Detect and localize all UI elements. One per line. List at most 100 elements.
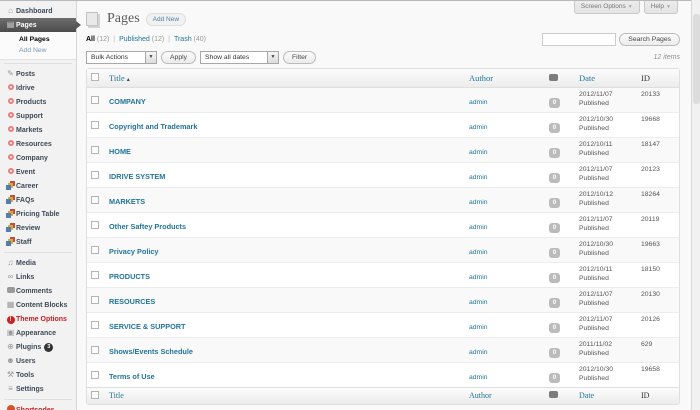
view-link-trash[interactable]: Trash (173, 35, 192, 43)
column-header-date[interactable]: Date (575, 69, 637, 88)
author-link[interactable]: admin (469, 174, 488, 181)
row-checkbox[interactable] (91, 146, 99, 154)
filter-button[interactable]: Filter (283, 50, 317, 64)
sidebar-item-settings[interactable]: ≡ Settings (0, 382, 76, 396)
bulk-actions-select[interactable]: Bulk Actions ▼ (86, 50, 157, 64)
row-checkbox[interactable] (91, 221, 99, 229)
apply-button[interactable]: Apply (161, 50, 197, 64)
author-link[interactable]: admin (469, 199, 488, 206)
author-link[interactable]: admin (469, 124, 488, 131)
row-checkbox[interactable] (91, 371, 99, 379)
page-title-link[interactable]: Terms of Use (109, 372, 155, 381)
select-all-checkbox[interactable] (91, 391, 99, 399)
sidebar-item-markets[interactable]: Markets (0, 123, 76, 137)
comment-count-bubble[interactable]: 0 (549, 298, 560, 308)
sidebar-item-tools[interactable]: ⚒ Tools (0, 368, 76, 382)
page-title-link[interactable]: SERVICE & SUPPORT (109, 322, 186, 331)
page-title-link[interactable]: COMPANY (109, 97, 146, 106)
column-header-comments[interactable] (545, 69, 575, 88)
row-checkbox[interactable] (91, 296, 99, 304)
author-link[interactable]: admin (469, 324, 488, 331)
sidebar-item-resources[interactable]: Resources (0, 137, 76, 151)
page-title-link[interactable]: PRODUCTS (109, 272, 150, 281)
dates-filter-select[interactable]: Show all dates ▼ (200, 50, 280, 64)
sidebar-item-products[interactable]: Products (0, 95, 76, 109)
author-link[interactable]: admin (469, 149, 488, 156)
author-link[interactable]: admin (469, 374, 488, 381)
page-title-link[interactable]: Copyright and Trademark (109, 122, 198, 131)
sidebar-subitem-all-pages[interactable]: All Pages (0, 34, 76, 45)
sidebar-item-theme-options[interactable]: ! Theme Options (0, 312, 76, 326)
author-link[interactable]: admin (469, 349, 488, 356)
sidebar-item-event[interactable]: Event (0, 165, 76, 179)
add-new-button[interactable]: Add New (145, 12, 187, 26)
sidebar-item-faqs[interactable]: FAQs (0, 193, 76, 207)
comment-count-bubble[interactable]: 0 (549, 148, 560, 158)
sidebar-subitem-add-new[interactable]: Add New (0, 45, 76, 56)
comment-count-bubble[interactable]: 0 (549, 323, 560, 333)
row-checkbox[interactable] (91, 271, 99, 279)
comment-count-bubble[interactable]: 0 (549, 223, 560, 233)
sidebar-item-links[interactable]: ∞ Links (0, 270, 76, 284)
sidebar-item-shortcodes[interactable]: Shortcodes (0, 403, 76, 410)
column-header-author[interactable]: Author (465, 69, 545, 88)
row-checkbox[interactable] (91, 96, 99, 104)
column-header-title[interactable]: Title ▴ (105, 69, 465, 88)
author-link[interactable]: admin (469, 249, 488, 256)
sidebar-item-users[interactable]: ☻ Users (0, 354, 76, 368)
page-title-link[interactable]: MARKETS (109, 197, 146, 206)
scrollbar[interactable] (691, 0, 700, 410)
row-checkbox[interactable] (91, 121, 99, 129)
select-all-checkbox[interactable] (91, 73, 99, 81)
column-footer-date[interactable]: Date (575, 387, 637, 404)
sidebar-item-staff[interactable]: Staff (0, 235, 76, 249)
page-title-link[interactable]: HOME (109, 147, 131, 156)
comment-count-bubble[interactable]: 0 (549, 348, 560, 358)
comment-count-bubble[interactable]: 0 (549, 198, 560, 208)
column-footer-comments[interactable] (545, 387, 575, 404)
comment-count-bubble[interactable]: 0 (549, 173, 560, 183)
sidebar-item-content-blocks[interactable]: ▦ Content Blocks (0, 298, 76, 312)
column-footer-author[interactable]: Author (465, 387, 545, 404)
view-link-published[interactable]: Published (119, 35, 150, 43)
comment-count-bubble[interactable]: 0 (549, 98, 560, 108)
search-pages-button[interactable]: Search Pages (619, 32, 680, 46)
page-title-link[interactable]: Shows/Events Schedule (109, 347, 193, 356)
author-link[interactable]: admin (469, 224, 488, 231)
row-checkbox[interactable] (91, 196, 99, 204)
sidebar-item-support[interactable]: Support (0, 109, 76, 123)
sidebar-item-pricing-table[interactable]: Pricing Table (0, 207, 76, 221)
comment-count-bubble[interactable]: 0 (549, 123, 560, 133)
sidebar-item-idrive[interactable]: Idrive (0, 81, 76, 95)
row-checkbox[interactable] (91, 346, 99, 354)
sidebar-item-plugins[interactable]: ⊕ Plugins 3 (0, 340, 76, 354)
screen-options-tab[interactable]: Screen Options ▼ (573, 1, 640, 14)
page-title-link[interactable]: IDRIVE SYSTEM (109, 172, 166, 181)
page-title-link[interactable]: Privacy Policy (109, 247, 159, 256)
sidebar-item-review[interactable]: Review (0, 221, 76, 235)
sidebar-item-pages[interactable]: ▤ Pages (0, 18, 81, 32)
author-link[interactable]: admin (469, 99, 488, 106)
help-tab[interactable]: Help ▼ (643, 1, 678, 14)
sidebar-item-dashboard[interactable]: ⌂ Dashboard (0, 4, 76, 18)
sidebar-item-career[interactable]: Career (0, 179, 76, 193)
column-footer-title[interactable]: Title (105, 387, 465, 404)
row-checkbox[interactable] (91, 171, 99, 179)
view-link-all[interactable]: All (86, 35, 95, 43)
comment-count-bubble[interactable]: 0 (549, 273, 560, 283)
sidebar-item-posts[interactable]: ✎ Posts (0, 67, 76, 81)
comment-count-bubble[interactable]: 0 (549, 248, 560, 258)
sidebar-item-media[interactable]: ♫ Media (0, 256, 76, 270)
row-checkbox[interactable] (91, 246, 99, 254)
sidebar-item-comments[interactable]: Comments (0, 284, 76, 298)
sidebar-item-appearance[interactable]: ▣ Appearance (0, 326, 76, 340)
sidebar-item-company[interactable]: Company (0, 151, 76, 165)
page-title-link[interactable]: RESOURCES (109, 297, 156, 306)
scrollbar-thumb[interactable] (692, 14, 700, 104)
search-input[interactable] (542, 32, 617, 46)
author-link[interactable]: admin (469, 274, 488, 281)
page-title-link[interactable]: Other Saftey Products (109, 222, 187, 231)
author-link[interactable]: admin (469, 299, 488, 306)
comment-count-bubble[interactable]: 0 (549, 373, 560, 383)
row-checkbox[interactable] (91, 321, 99, 329)
